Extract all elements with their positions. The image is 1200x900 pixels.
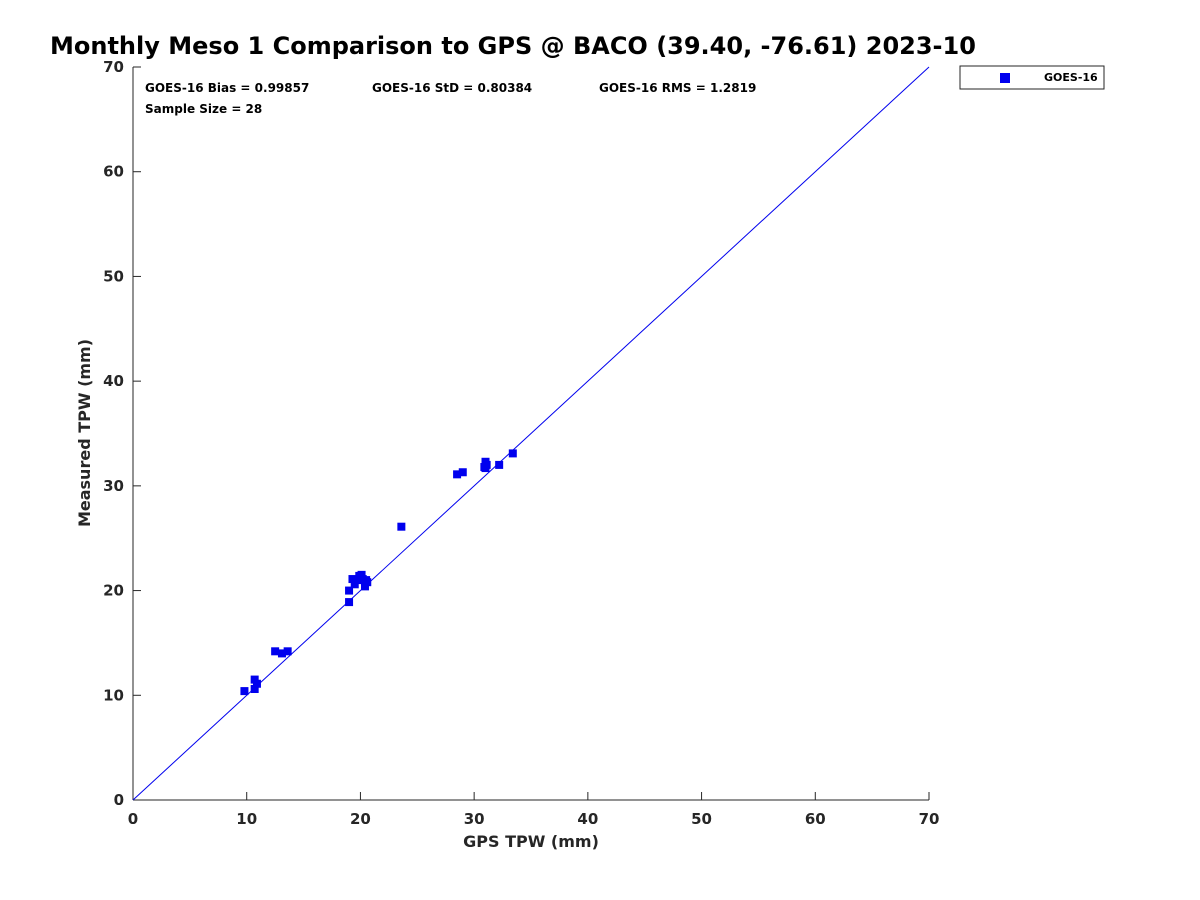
data-point <box>458 468 467 477</box>
x-ticks: 0 10 20 30 40 50 60 70 <box>128 792 940 828</box>
x-tick-label: 70 <box>919 810 940 828</box>
data-point <box>250 685 259 694</box>
y-tick-label: 30 <box>103 477 124 495</box>
y-ticks: 0 10 20 30 40 50 60 70 <box>103 58 141 809</box>
x-tick-label: 40 <box>577 810 598 828</box>
y-tick-label: 0 <box>114 791 124 809</box>
y-tick-label: 60 <box>103 163 124 181</box>
chart-title: Monthly Meso 1 Comparison to GPS @ BACO … <box>50 32 976 60</box>
x-axis-label: GPS TPW (mm) <box>463 832 599 851</box>
data-point <box>345 598 354 607</box>
y-tick-label: 50 <box>103 267 124 285</box>
data-points <box>240 449 517 696</box>
data-point <box>271 647 280 656</box>
legend-label: GOES-16 <box>1044 71 1098 84</box>
y-tick-label: 70 <box>103 58 124 76</box>
data-point <box>252 679 261 688</box>
data-point <box>508 449 517 458</box>
data-point <box>360 582 369 591</box>
x-tick-label: 0 <box>128 810 138 828</box>
one-to-one-line <box>132 66 930 801</box>
data-point <box>283 647 292 656</box>
x-tick-label: 50 <box>691 810 712 828</box>
x-tick-label: 10 <box>236 810 257 828</box>
y-axis-label: Measured TPW (mm) <box>75 339 94 527</box>
bias-stat: GOES-16 Bias = 0.99857 <box>145 81 309 95</box>
x-tick-label: 30 <box>464 810 485 828</box>
data-point <box>453 470 462 479</box>
y-tick-label: 20 <box>103 582 124 600</box>
rms-stat: GOES-16 RMS = 1.2819 <box>599 81 756 95</box>
data-point <box>240 687 249 696</box>
data-point <box>495 460 504 469</box>
std-stat: GOES-16 StD = 0.80384 <box>372 81 532 95</box>
legend-box <box>959 65 1105 90</box>
x-tick-label: 20 <box>350 810 371 828</box>
data-point <box>481 464 490 473</box>
y-tick-label: 10 <box>103 686 124 704</box>
x-tick-label: 60 <box>805 810 826 828</box>
data-point <box>250 675 259 684</box>
data-point <box>348 575 357 584</box>
sample-size-stat: Sample Size = 28 <box>145 102 262 116</box>
data-point <box>277 649 286 658</box>
data-point <box>345 586 354 595</box>
legend-marker-icon <box>1000 73 1010 83</box>
data-point <box>350 580 359 589</box>
y-tick-label: 40 <box>103 372 124 390</box>
data-point <box>363 578 372 587</box>
data-point <box>356 574 365 583</box>
data-point <box>397 522 406 531</box>
legend: GOES-16 <box>959 65 1105 90</box>
